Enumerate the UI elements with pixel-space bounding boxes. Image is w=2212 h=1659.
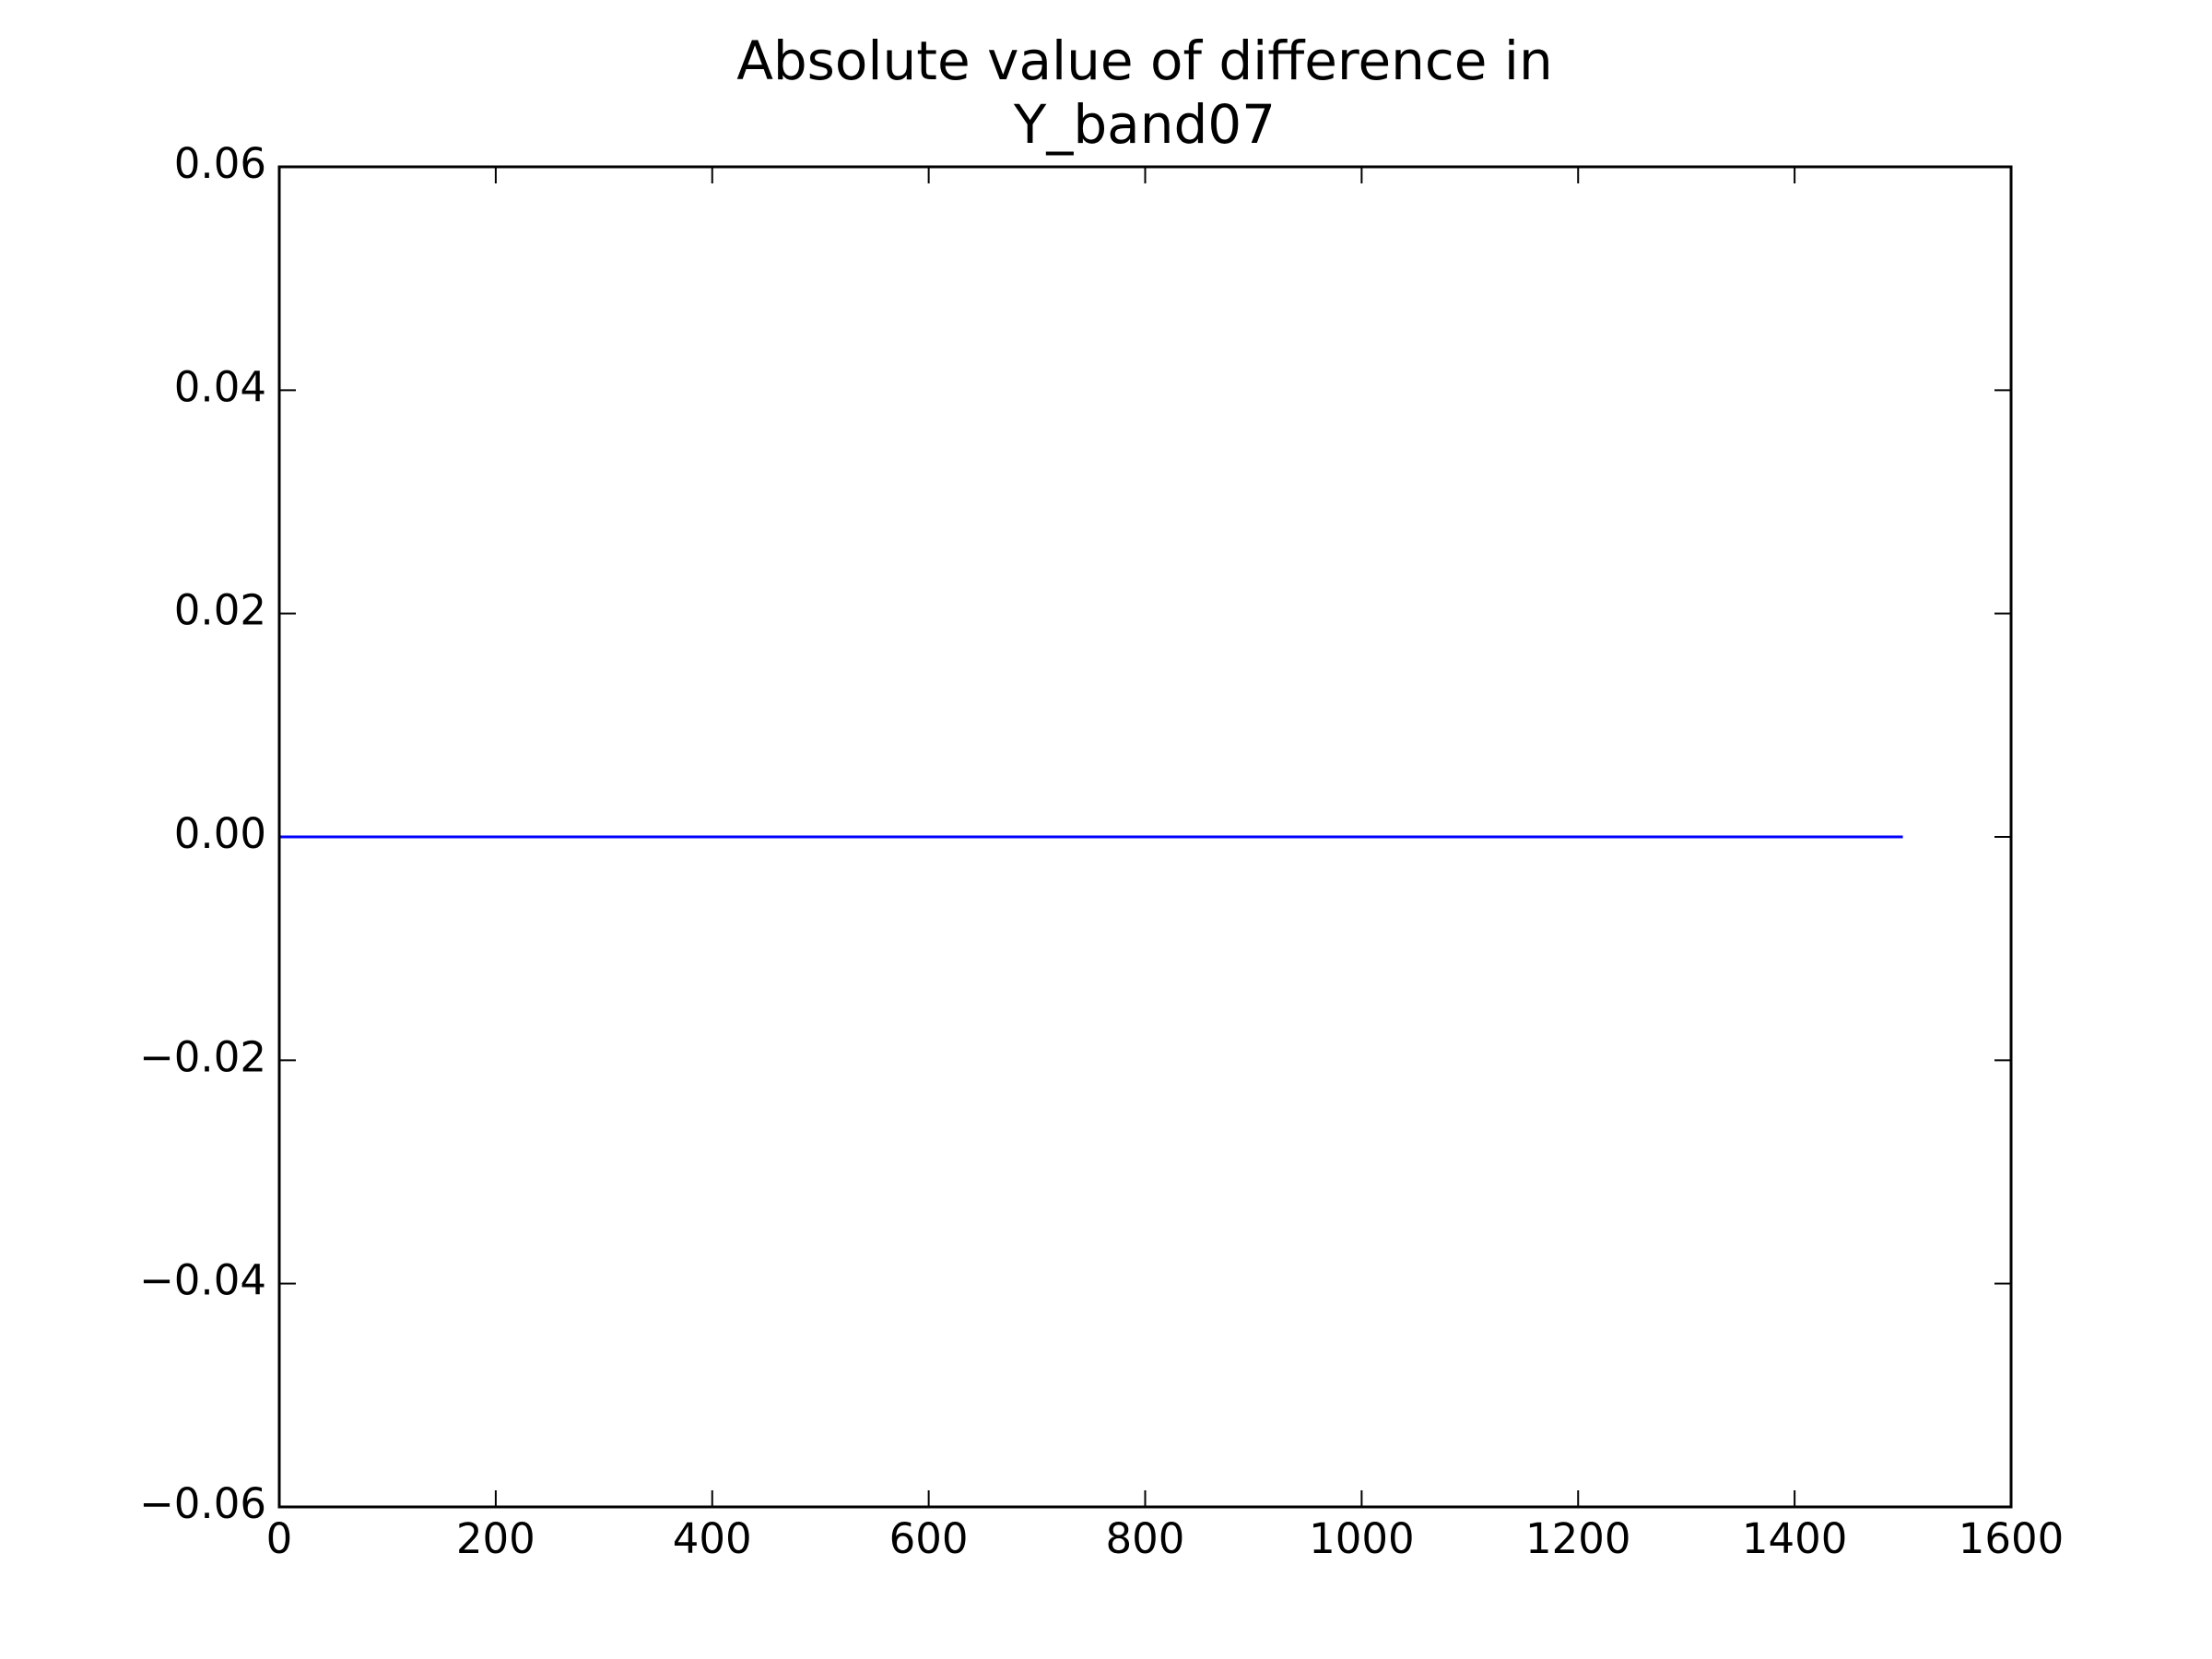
chart-title: Absolute value of difference in: [736, 29, 1553, 92]
x-tick-label: 0: [266, 1514, 293, 1563]
plot-frame: [277, 165, 2013, 1509]
y-tick-label: −0.02: [139, 1032, 266, 1081]
y-tick-label: −0.06: [139, 1479, 266, 1528]
y-tick-label: 0.06: [174, 139, 266, 188]
y-tick-label: 0.04: [174, 362, 266, 411]
chart-title: Y_band07: [1013, 93, 1276, 156]
x-tick-label: 200: [456, 1514, 535, 1563]
y-tick-label: −0.04: [139, 1256, 266, 1305]
x-tick-label: 1200: [1525, 1514, 1631, 1563]
x-tick-label: 600: [889, 1514, 969, 1563]
x-tick-label: 1400: [1742, 1514, 1848, 1563]
x-tick-label: 800: [1106, 1514, 1185, 1563]
x-tick-label: 1000: [1309, 1514, 1415, 1563]
x-tick-label: 1600: [1959, 1514, 2065, 1563]
x-tick-label: 400: [673, 1514, 752, 1563]
y-tick-label: 0.00: [174, 809, 266, 858]
y-tick-label: 0.02: [174, 586, 266, 635]
